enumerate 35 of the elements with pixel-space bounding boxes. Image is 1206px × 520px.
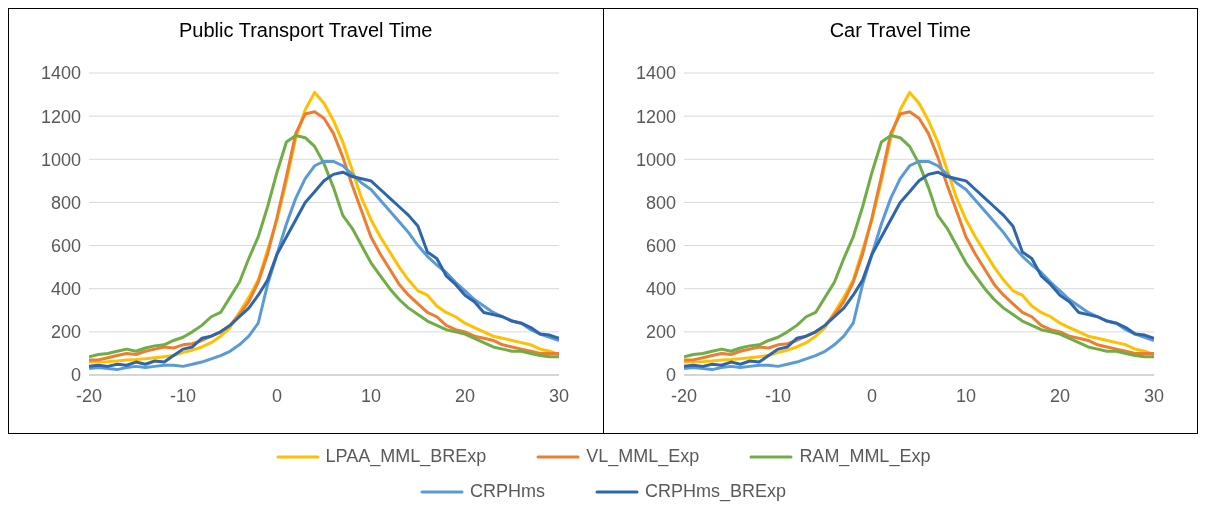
legend-label: LPAA_MML_BRExp (325, 446, 487, 467)
y-tick-label: 800 (645, 192, 676, 213)
x-tick-label: -10 (169, 385, 197, 406)
x-tick-label: 20 (454, 385, 476, 406)
y-tick-label: 1200 (635, 106, 676, 127)
x-tick-label: 0 (271, 385, 283, 406)
y-tick-label: 400 (645, 279, 676, 300)
y-tick-label: 1200 (40, 106, 81, 127)
x-tick-label: -10 (764, 385, 791, 406)
y-tick-label: 1000 (40, 149, 81, 170)
x-tick-label: -20 (670, 385, 697, 406)
legend-label: CRPHms_BRExp (644, 481, 787, 502)
y-tick-label: 0 (665, 365, 676, 386)
y-tick-label: 200 (50, 322, 81, 343)
legend-label: VL_MML_Exp (586, 446, 700, 467)
x-tick-label: 30 (1143, 385, 1164, 406)
legend-label: RAM_MML_Exp (799, 446, 931, 467)
legend-label: CRPHms (469, 481, 545, 502)
y-tick-label: 200 (645, 322, 676, 343)
y-tick-label: 600 (645, 235, 676, 256)
y-tick-label: 1400 (40, 63, 81, 84)
x-tick-label: 10 (955, 385, 976, 406)
x-tick-label: -20 (75, 385, 103, 406)
chart-title: Car Travel Time (828, 19, 972, 43)
chart-title: Public Transport Travel Time (178, 19, 434, 43)
x-tick-label: 10 (360, 385, 382, 406)
y-tick-label: 0 (70, 365, 81, 386)
x-tick-label: 30 (548, 385, 570, 406)
y-tick-label: 600 (50, 235, 81, 256)
y-tick-label: 1400 (635, 63, 676, 84)
x-tick-label: 20 (1049, 385, 1070, 406)
x-tick-label: 0 (866, 385, 877, 406)
y-tick-label: 1000 (635, 149, 676, 170)
y-tick-label: 400 (50, 279, 81, 300)
y-tick-label: 800 (50, 192, 81, 213)
